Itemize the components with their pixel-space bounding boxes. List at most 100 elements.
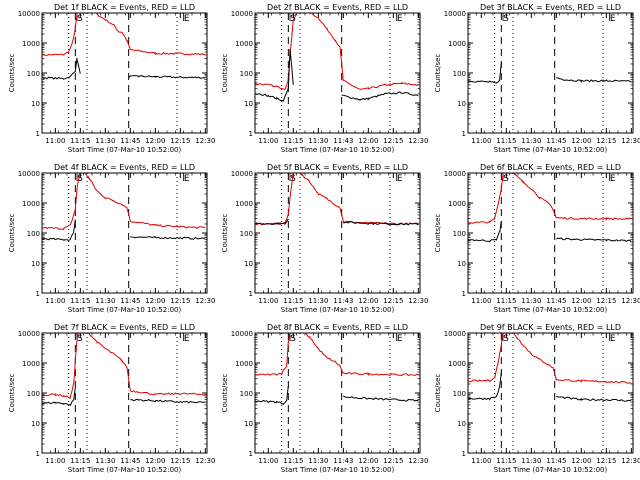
y-axis-title: Counts/sec bbox=[434, 54, 442, 93]
marker-label-e: E bbox=[397, 334, 403, 344]
y-tick-label: 10000 bbox=[231, 170, 253, 178]
marker-label-e: E bbox=[610, 334, 616, 344]
y-tick-label: 10000 bbox=[18, 170, 40, 178]
y-tick-label: 1 bbox=[249, 290, 253, 298]
x-tick-label: 11:00 bbox=[258, 297, 278, 305]
y-tick-label: 100 bbox=[453, 230, 466, 238]
series-layer bbox=[468, 62, 632, 84]
panel-title: Det 2f BLACK = Events, RED = LLD bbox=[267, 3, 408, 12]
x-tick-label: 11:45 bbox=[120, 137, 140, 145]
x-tick-label: 12:15 bbox=[596, 457, 616, 465]
y-tick-label: 1 bbox=[462, 290, 466, 298]
x-tick-label: 11:30 bbox=[521, 457, 541, 465]
x-tick-label: 12:00 bbox=[571, 297, 591, 305]
marker-label-e: E bbox=[397, 14, 403, 24]
y-axis-title: Counts/sec bbox=[221, 214, 229, 253]
y-tick-label: 100 bbox=[240, 390, 253, 398]
lld-series-line bbox=[42, 13, 206, 57]
y-tick-label: 100 bbox=[27, 70, 40, 78]
y-tick-label: 100 bbox=[453, 70, 466, 78]
panel-title: Det 1f BLACK = Events, RED = LLD bbox=[54, 3, 195, 12]
y-tick-label: 1 bbox=[36, 130, 40, 138]
x-tick-label: 11:45 bbox=[546, 297, 566, 305]
panel-title: Det 5f BLACK = Events, RED = LLD bbox=[267, 163, 408, 172]
x-tick-label: 11:15 bbox=[70, 457, 90, 465]
x-axis-title: Start Time (07-Mar-10 10:52:00) bbox=[68, 466, 182, 474]
y-tick-label: 1 bbox=[462, 130, 466, 138]
panel-title: Det 6f BLACK = Events, RED = LLD bbox=[480, 163, 621, 172]
x-tick-label: 11:00 bbox=[45, 297, 65, 305]
x-tick-label: 11:15 bbox=[283, 457, 303, 465]
series-layer bbox=[255, 13, 419, 102]
x-tick-label: 12:30 bbox=[621, 137, 640, 145]
marker-label-s: S bbox=[290, 334, 296, 344]
x-tick-label: 12:15 bbox=[170, 297, 190, 305]
panel-2: Det 2f BLACK = Events, RED = LLD 1 10 100 10… bbox=[221, 3, 428, 154]
x-tick-label: 11:30 bbox=[95, 137, 115, 145]
x-tick-label: 12:15 bbox=[383, 457, 403, 465]
x-tick-label: 11:00 bbox=[471, 457, 491, 465]
x-axis-title: Start Time (07-Mar-10 10:52:00) bbox=[494, 466, 608, 474]
y-tick-label: 10000 bbox=[444, 330, 466, 338]
y-tick-label: 10 bbox=[457, 100, 466, 108]
x-tick-label: 11:00 bbox=[471, 297, 491, 305]
y-tick-label: 1000 bbox=[448, 200, 466, 208]
events-series-line bbox=[42, 387, 206, 406]
y-tick-label: 10 bbox=[244, 100, 253, 108]
x-tick-label: 11:30 bbox=[95, 457, 115, 465]
events-series-line bbox=[255, 386, 419, 406]
series-layer bbox=[255, 333, 419, 406]
y-tick-label: 1000 bbox=[22, 360, 40, 368]
x-tick-label: 12:15 bbox=[170, 457, 190, 465]
panel-1: Det 1f BLACK = Events, RED = LLD 1 10 100 10… bbox=[8, 3, 215, 154]
x-tick-label: 11:00 bbox=[45, 137, 65, 145]
marker-label-e: E bbox=[610, 14, 616, 24]
x-tick-label: 12:15 bbox=[383, 297, 403, 305]
y-axis-title: Counts/sec bbox=[8, 214, 16, 253]
x-tick-label: 12:00 bbox=[358, 297, 378, 305]
events-series-line bbox=[255, 218, 419, 226]
y-tick-label: 100 bbox=[453, 390, 466, 398]
events-series-line bbox=[468, 372, 632, 402]
marker-label-s: S bbox=[290, 174, 296, 184]
panel-title: Det 8f BLACK = Events, RED = LLD bbox=[267, 323, 408, 332]
x-tick-label: 11:43 bbox=[333, 457, 353, 465]
panel-3: Det 3f BLACK = Events, RED = LLD 1 10 100 10… bbox=[434, 3, 640, 154]
x-tick-label: 11:15 bbox=[70, 297, 90, 305]
series-layer bbox=[255, 173, 419, 226]
x-tick-label: 11:00 bbox=[258, 457, 278, 465]
y-tick-label: 1000 bbox=[235, 200, 253, 208]
events-series-line bbox=[468, 221, 632, 243]
y-tick-label: 1 bbox=[462, 450, 466, 458]
x-tick-label: 12:00 bbox=[358, 137, 378, 145]
panel-title: Det 9f BLACK = Events, RED = LLD bbox=[480, 323, 621, 332]
x-tick-label: 11:30 bbox=[308, 297, 328, 305]
y-tick-label: 10 bbox=[31, 260, 40, 268]
x-tick-label: 12:30 bbox=[195, 137, 215, 145]
y-axis-title: Counts/sec bbox=[8, 374, 16, 413]
lld-series-line bbox=[468, 173, 632, 224]
x-axis-title: Start Time (07-Mar-10 10:52:00) bbox=[281, 146, 395, 154]
x-tick-label: 12:30 bbox=[195, 457, 215, 465]
y-tick-label: 10000 bbox=[444, 10, 466, 18]
x-tick-label: 11:30 bbox=[95, 297, 115, 305]
x-tick-label: 11:43 bbox=[333, 297, 353, 305]
panel-title: Det 7f BLACK = Events, RED = LLD bbox=[54, 323, 195, 332]
events-series-line bbox=[468, 62, 632, 84]
x-tick-label: 11:45 bbox=[546, 457, 566, 465]
x-axis-title: Start Time (07-Mar-10 10:52:00) bbox=[281, 466, 395, 474]
y-axis-title: Counts/sec bbox=[221, 54, 229, 93]
series-layer bbox=[42, 333, 206, 406]
marker-label-e: E bbox=[184, 14, 190, 24]
x-tick-label: 11:15 bbox=[496, 457, 516, 465]
x-tick-label: 12:30 bbox=[408, 457, 428, 465]
y-tick-label: 10000 bbox=[231, 10, 253, 18]
marker-label-s: S bbox=[77, 14, 83, 24]
panel-8: Det 8f BLACK = Events, RED = LLD 1 10 100 10… bbox=[221, 323, 428, 474]
x-tick-label: 12:00 bbox=[145, 457, 165, 465]
y-tick-label: 1 bbox=[36, 450, 40, 458]
series-layer bbox=[42, 173, 206, 242]
events-series-line bbox=[255, 49, 419, 102]
x-tick-label: 11:45 bbox=[120, 297, 140, 305]
